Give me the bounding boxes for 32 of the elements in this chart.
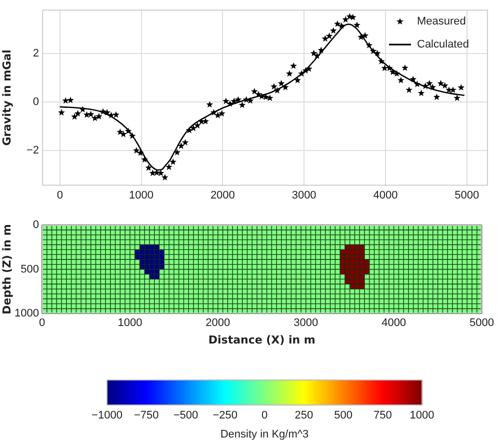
color-bar-label: 0: [261, 410, 268, 422]
color-bar-label: 1000: [410, 410, 434, 422]
y-axis-title: Gravity in mGal: [0, 50, 14, 146]
color-bar-label: −250: [212, 410, 238, 422]
x-tick-label: 1000: [129, 189, 154, 202]
x-tick-label: 2000: [206, 317, 230, 330]
color-bar-label: 500: [334, 410, 352, 422]
x-tick-label: 5000: [454, 189, 480, 202]
y-tick-label: 0: [32, 96, 39, 108]
y-axis-title: Depth (Z) in m: [0, 224, 14, 314]
x-tick-label: 4000: [382, 317, 406, 330]
legend-label: Calculated: [417, 38, 469, 51]
y-tick-label: 0: [32, 219, 39, 232]
color-bar-label: 250: [294, 410, 314, 422]
x-tick-label: 0: [56, 189, 63, 202]
x-tick-label: 4000: [373, 189, 398, 202]
y-tick-label: −2: [26, 144, 39, 157]
x-tick-label: 3000: [294, 317, 318, 330]
y-tick-label: 500: [20, 263, 39, 276]
legend-label: Measured: [417, 16, 466, 28]
y-tick-label: 1000: [14, 308, 39, 320]
x-axis-title: Distance (X) in m: [208, 333, 316, 346]
x-tick-label: 5000: [470, 317, 494, 330]
x-tick-label: 3000: [292, 189, 316, 202]
color-bar-label: 750: [373, 410, 392, 422]
color-bar-title: Density in Kg/m^3: [220, 428, 309, 441]
color-bar-label: −750: [134, 410, 159, 422]
y-tick-label: 2: [32, 47, 39, 60]
x-tick-label: 2000: [210, 189, 235, 202]
color-bar-label: −500: [173, 410, 198, 422]
x-tick-label: 1000: [118, 317, 142, 330]
color-bar-label: −1000: [92, 410, 122, 422]
